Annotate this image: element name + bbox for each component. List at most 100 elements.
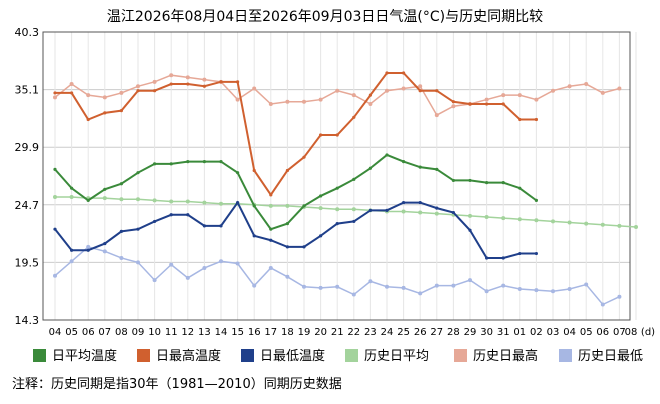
data-point-max	[86, 117, 90, 122]
data-point-max	[451, 100, 455, 104]
x-tick-label: 06	[596, 327, 609, 338]
x-tick-label: 28	[447, 327, 460, 338]
series-line-min	[54, 200, 537, 259]
data-point-min	[202, 224, 206, 228]
x-tick-label: 15	[231, 327, 244, 338]
data-point-max	[252, 168, 256, 173]
data-point-min	[219, 224, 223, 228]
data-point-avg	[186, 160, 190, 164]
legend-swatch	[559, 349, 572, 362]
data-point-hist_avg	[501, 216, 506, 221]
data-point-min	[335, 222, 339, 226]
x-tick-label: 05	[65, 327, 78, 338]
data-point-hist_max	[385, 88, 389, 93]
y-tick-label: 14.3	[15, 314, 40, 327]
data-point-min	[368, 208, 372, 212]
data-point-min	[252, 234, 256, 238]
x-tick-label: 06	[82, 327, 95, 338]
y-tick-label: 19.5	[15, 256, 40, 269]
x-tick-label: 05	[580, 327, 593, 338]
legend-swatch	[345, 349, 358, 362]
data-point-avg	[534, 198, 539, 202]
data-point-hist_min	[385, 284, 389, 289]
data-point-min	[468, 228, 472, 232]
x-tick-label: 03	[547, 327, 560, 338]
data-point-max	[136, 89, 140, 93]
data-point-max	[103, 111, 107, 115]
data-point-max	[119, 109, 123, 113]
plot-frame	[42, 31, 631, 321]
data-point-hist_min	[302, 284, 306, 289]
data-point-hist_min	[53, 273, 57, 278]
data-point-hist_avg	[268, 203, 273, 208]
data-point-hist_avg	[335, 207, 340, 212]
data-point-hist_min	[484, 289, 489, 294]
data-point-avg	[136, 171, 140, 175]
data-point-avg	[451, 178, 455, 183]
data-point-avg	[368, 166, 372, 170]
data-point-avg	[119, 182, 123, 186]
legend-swatch	[33, 349, 46, 362]
data-point-min	[485, 256, 489, 260]
data-point-hist_max	[567, 84, 572, 89]
data-point-hist_min	[517, 286, 522, 291]
data-point-hist_min	[451, 283, 456, 288]
data-point-hist_min	[285, 274, 290, 279]
legend-label: 日最高温度	[156, 348, 221, 364]
data-point-hist_avg	[169, 199, 174, 204]
data-point-max	[352, 115, 356, 119]
data-point-min	[153, 219, 157, 224]
legend: 日平均温度 日最高温度 日最低温度 历史日平均 历史日最高 历史日最低	[33, 348, 643, 364]
x-tick-label: 08	[115, 327, 128, 338]
data-point-hist_min	[219, 259, 223, 264]
data-point-hist_min	[69, 259, 74, 264]
data-point-avg	[402, 160, 406, 164]
x-tick-label: 27	[430, 327, 443, 338]
x-tick-label: 17	[264, 327, 277, 338]
x-tick-label: 07	[613, 327, 626, 338]
data-point-min	[285, 245, 289, 249]
data-point-hist_max	[136, 84, 140, 89]
x-tick-label: 21	[331, 327, 344, 338]
data-point-max	[70, 91, 74, 95]
data-point-hist_max	[418, 84, 423, 89]
data-point-hist_min	[235, 261, 240, 266]
data-point-min	[53, 227, 57, 231]
data-point-hist_min	[119, 255, 124, 260]
data-point-hist_min	[335, 284, 340, 289]
data-point-hist_max	[434, 113, 439, 118]
data-point-hist_max	[501, 93, 506, 98]
data-point-hist_max	[119, 90, 124, 95]
data-point-avg	[70, 186, 74, 190]
data-point-max	[202, 84, 206, 88]
x-tick-label: 18	[281, 327, 294, 338]
data-point-hist_avg	[53, 195, 57, 200]
series-line-max	[55, 71, 537, 197]
data-point-hist_max	[235, 97, 240, 102]
data-point-avg	[385, 153, 389, 157]
legend-label: 历史日最低	[578, 349, 643, 364]
data-point-max	[485, 102, 489, 106]
y-tick-label: 24.7	[15, 199, 40, 212]
x-tick-label: 13	[198, 327, 211, 338]
data-point-hist_max	[285, 99, 290, 104]
data-point-hist_max	[302, 99, 306, 104]
data-point-hist_min	[102, 249, 107, 254]
data-point-max	[418, 89, 422, 93]
data-point-max	[169, 82, 173, 86]
data-point-hist_min	[617, 294, 622, 299]
data-point-avg	[485, 181, 489, 185]
data-point-hist_max	[318, 97, 323, 102]
data-point-hist_min	[401, 285, 406, 290]
data-point-max	[368, 93, 372, 97]
x-axis-unit: (d)	[641, 327, 655, 338]
data-point-hist_min	[169, 262, 174, 267]
data-point-hist_min	[268, 265, 273, 270]
data-point-avg	[219, 160, 223, 164]
data-point-hist_min	[318, 285, 323, 290]
data-point-hist_max	[53, 95, 57, 100]
y-tick-label: 40.3	[15, 26, 40, 39]
data-point-min	[119, 229, 123, 233]
data-point-hist_min	[567, 286, 572, 291]
